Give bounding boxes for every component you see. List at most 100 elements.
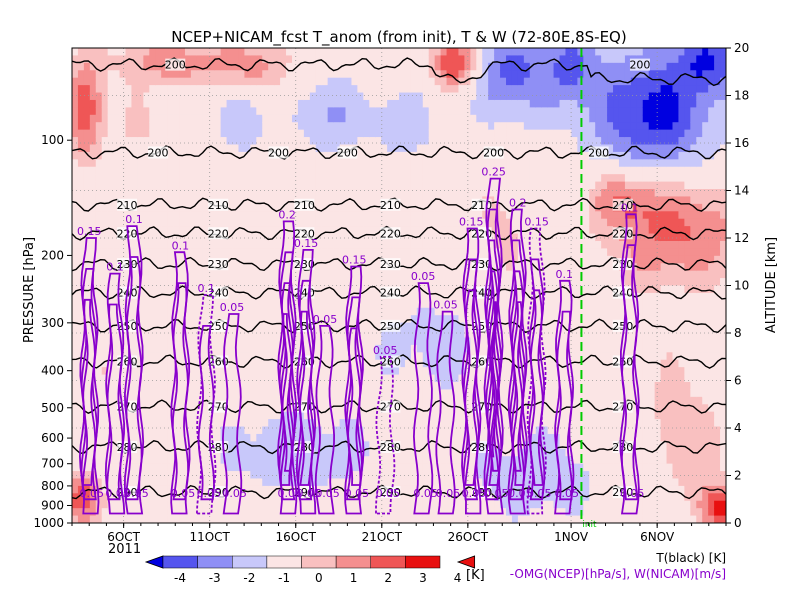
- shade-cell: [101, 404, 109, 413]
- shade-cell: [125, 77, 133, 86]
- shade-cell: [404, 292, 412, 301]
- shade-cell: [137, 344, 144, 353]
- shade-cell: [262, 456, 269, 465]
- shade-cell: [488, 122, 495, 131]
- shade-cell: [286, 62, 293, 71]
- shade-cell: [262, 248, 269, 257]
- shade-cell: [399, 122, 406, 131]
- shade-cell: [119, 248, 127, 257]
- shade-cell: [250, 471, 257, 480]
- shade-cell: [416, 99, 424, 108]
- shade-cell: [83, 493, 91, 502]
- shade-cell: [297, 77, 305, 86]
- shade-cell: [303, 62, 311, 71]
- shade-cell: [369, 278, 376, 287]
- shade-cell: [274, 330, 281, 339]
- shade-cell: [220, 77, 228, 86]
- shade-cell: [101, 248, 109, 257]
- shade-cell: [262, 137, 269, 146]
- shade-cell: [244, 426, 251, 435]
- shade-cell: [184, 99, 192, 108]
- shade-cell: [387, 389, 394, 398]
- shade-cell: [315, 85, 323, 94]
- shade-cell: [274, 337, 281, 346]
- shade-cell: [428, 292, 436, 301]
- shade-cell: [410, 263, 418, 272]
- shade-cell: [345, 99, 353, 108]
- shade-cell: [452, 433, 460, 442]
- shade-cell: [351, 240, 358, 249]
- shade-cell: [511, 515, 519, 523]
- shade-cell: [375, 114, 382, 123]
- shade-cell: [434, 448, 442, 457]
- shade-cell: [77, 515, 85, 523]
- shade-cell: [500, 500, 507, 509]
- shade-cell: [321, 493, 329, 502]
- shade-cell: [179, 352, 186, 361]
- shade-cell: [262, 263, 269, 272]
- shade-cell: [149, 92, 156, 101]
- shade-cell: [327, 196, 335, 205]
- shade-cell: [244, 419, 251, 428]
- shade-cell: [137, 85, 144, 94]
- shade-cell: [345, 508, 353, 517]
- shade-cell: [506, 226, 513, 235]
- shade-cell: [167, 248, 174, 257]
- shade-cell: [173, 137, 180, 146]
- shade-cell: [89, 159, 97, 168]
- shade-cell: [321, 330, 329, 339]
- shade-cell: [72, 99, 79, 108]
- shade-cell: [101, 218, 109, 227]
- shade-cell: [107, 381, 115, 390]
- shade-cell: [72, 218, 79, 227]
- shade-cell: [179, 441, 186, 450]
- shade-cell: [351, 92, 358, 101]
- shade-cell: [369, 70, 376, 79]
- shade-cell: [113, 196, 121, 205]
- shade-cell: [399, 151, 406, 160]
- shade-cell: [452, 240, 460, 249]
- shade-cell: [202, 448, 210, 457]
- shade-cell: [327, 359, 335, 368]
- shade-cell: [244, 337, 251, 346]
- shade-cell: [333, 433, 341, 442]
- shade-cell: [470, 337, 477, 346]
- shade-cell: [291, 107, 299, 116]
- shade-cell: [173, 300, 180, 309]
- shade-cell: [357, 248, 364, 257]
- shade-cell: [333, 122, 341, 131]
- shade-cell: [214, 508, 222, 517]
- shade-cell: [256, 285, 263, 294]
- shade-cell: [333, 322, 341, 331]
- shade-cell: [494, 166, 501, 175]
- shade-cell: [363, 337, 370, 346]
- shade-cell: [137, 77, 144, 86]
- shade-cell: [369, 166, 376, 175]
- shade-cell: [523, 129, 531, 138]
- shade-cell: [256, 448, 263, 457]
- shade-cell: [523, 300, 531, 309]
- shade-cell: [250, 463, 257, 472]
- shade-cell: [149, 114, 156, 123]
- shade-cell: [149, 448, 156, 457]
- shade-cell: [399, 471, 406, 480]
- shade-cell: [113, 367, 121, 376]
- shade-cell: [428, 315, 436, 324]
- shade-cell: [184, 248, 192, 257]
- shade-cell: [500, 374, 507, 383]
- shade-cell: [232, 493, 240, 502]
- shade-cell: [351, 166, 358, 175]
- shade-cell: [523, 211, 531, 220]
- shade-cell: [440, 166, 448, 175]
- shade-cell: [351, 300, 358, 309]
- shade-cell: [72, 107, 79, 116]
- shade-cell: [107, 456, 115, 465]
- shade-cell: [286, 211, 293, 220]
- shade-cell: [155, 77, 162, 86]
- shade-cell: [167, 478, 174, 487]
- shade-cell: [458, 137, 465, 146]
- shade-cell: [167, 404, 174, 413]
- shade-cell: [184, 226, 192, 235]
- shade-cell: [458, 389, 465, 398]
- shade-cell: [399, 396, 406, 405]
